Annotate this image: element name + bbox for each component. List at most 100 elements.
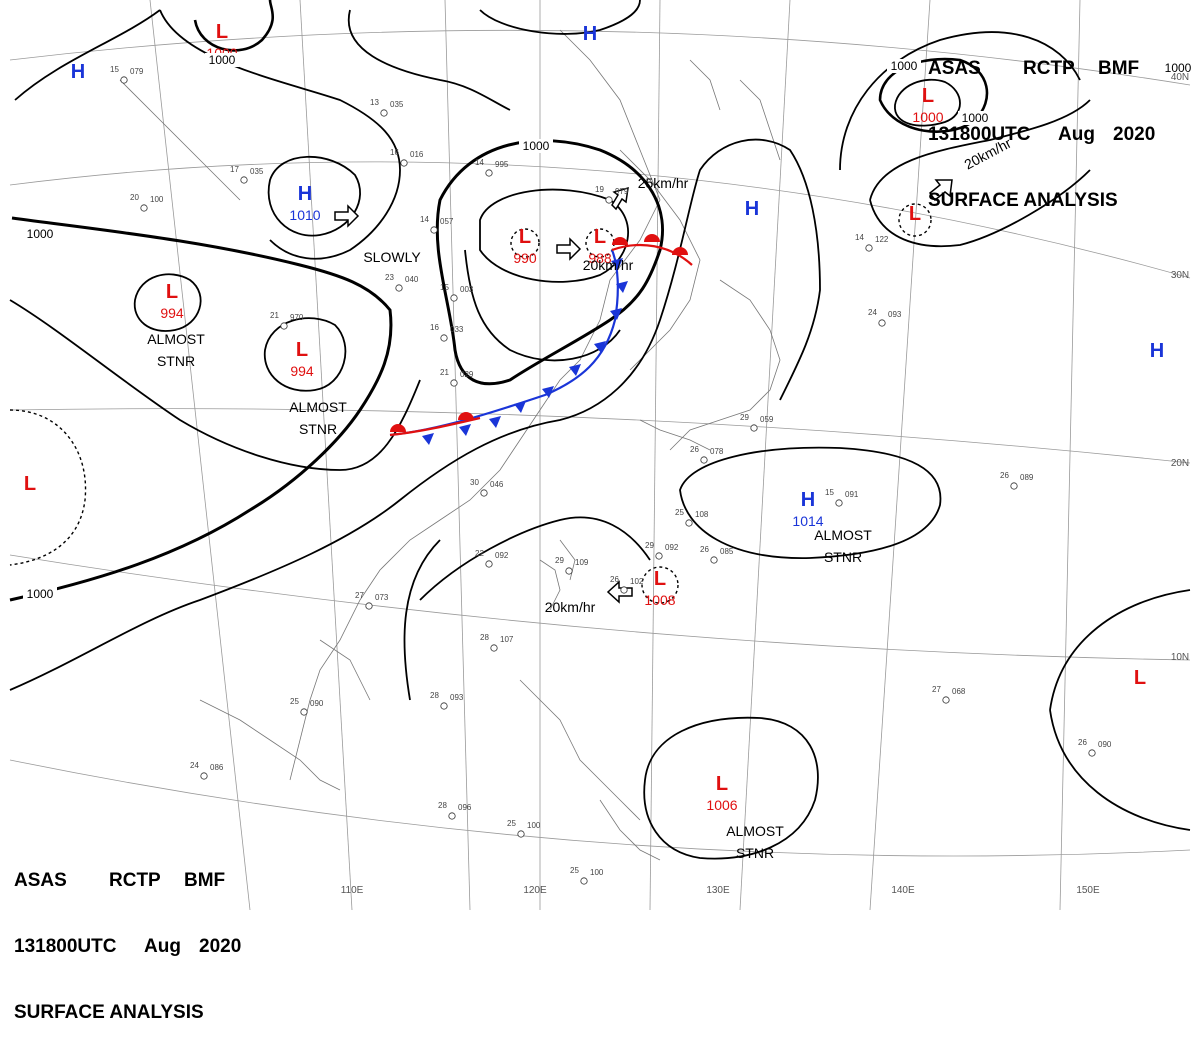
station-temperature: 29: [555, 556, 564, 565]
station-circle-icon: [140, 204, 148, 212]
low-pressure-marker: L: [594, 226, 606, 248]
longitude-label: 110E: [341, 885, 364, 896]
station-pressure: 090: [1098, 740, 1112, 749]
low-pressure-marker: L: [654, 568, 666, 590]
longitude-label: 130E: [706, 885, 730, 896]
station-circle-icon: [685, 519, 693, 527]
motion-arrow-right-icon: [334, 204, 360, 228]
low-pressure-marker: L: [1134, 667, 1146, 689]
header-bottom-line1-b: RCTP: [109, 870, 161, 891]
low-pressure-marker: L: [296, 339, 308, 361]
cold-front-triangle: [594, 341, 606, 353]
map-annotation: STNR: [824, 549, 862, 565]
station-circle-icon: [517, 830, 525, 838]
high-pressure-marker: H: [298, 183, 312, 205]
station-temperature: 30: [470, 478, 479, 487]
latitude-label: 20N: [1171, 458, 1189, 469]
cold-front-triangle: [422, 433, 434, 445]
motion-arrow-left-icon: [606, 580, 633, 604]
station-temperature: 20: [130, 193, 139, 202]
isobar-label-bg: [205, 53, 239, 67]
station-temperature: 14: [855, 233, 864, 242]
station-temperature: 22: [475, 549, 484, 558]
station-temperature: 21: [270, 311, 279, 320]
station-temperature: 27: [355, 591, 364, 600]
station-pressure: 057: [440, 217, 454, 226]
warm-front-semicircle: [644, 234, 660, 242]
station-pressure: 100: [150, 195, 164, 204]
station-pressure: 035: [250, 167, 264, 176]
cold-front-triangle: [514, 401, 526, 413]
station-temperature: 29: [740, 413, 749, 422]
front-symbols: [390, 234, 688, 445]
motion-arrows: [334, 179, 953, 604]
station-temperature: 29: [645, 541, 654, 550]
station-circle-icon: [942, 696, 950, 704]
station-temperature: 24: [868, 308, 877, 317]
station-pressure: 108: [695, 510, 709, 519]
station-pressure: 089: [1020, 473, 1034, 482]
isobar-label: 1000: [1165, 61, 1192, 75]
station-pressure: 096: [458, 803, 472, 812]
low-pressure-marker: L: [909, 203, 921, 225]
station-pressure: 979: [615, 187, 629, 196]
station-circle-icon: [120, 76, 128, 84]
warm-front-semicircle: [672, 247, 688, 255]
station-pressure: 092: [495, 551, 509, 560]
center-pressure-value: 994: [160, 305, 184, 321]
station-circle-icon: [865, 244, 873, 252]
station-pressure: 102: [630, 577, 644, 586]
center-pressure-value: 1014: [792, 513, 823, 529]
station-circle-icon: [485, 560, 493, 568]
station-circle-icon: [450, 379, 458, 387]
map-annotation: 20km/hr: [583, 257, 634, 273]
warm-front-semicircle: [390, 424, 406, 432]
isobar-label: 1000: [27, 587, 54, 601]
station-temperature: 26: [610, 575, 619, 584]
station-pressure: 093: [450, 693, 464, 702]
cold-front-triangle: [489, 416, 501, 428]
station-circle-icon: [700, 456, 708, 464]
station-circle-icon: [565, 567, 573, 575]
map-annotation: STNR: [157, 353, 195, 369]
center-pressure-value: 994: [290, 363, 314, 379]
station-circle-icon: [835, 499, 843, 507]
map-annotation: ALMOST: [726, 823, 784, 839]
map-annotation: ALMOST: [147, 331, 205, 347]
header-top: ASAS RCTP BMF 131800UTC Aug 2020 SURFACE ANA…: [928, 14, 1155, 234]
station-temperature: 25: [507, 819, 516, 828]
station-pressure: 092: [665, 543, 679, 552]
station-circle-icon: [430, 226, 438, 234]
station-temperature: 14: [420, 215, 429, 224]
station-pressure: 995: [495, 160, 509, 169]
station-circle-icon: [280, 322, 288, 330]
map-annotation: SLOWLY: [363, 249, 421, 265]
low-pressure-marker: L: [216, 21, 228, 43]
header-top-line1-b: RCTP: [1023, 58, 1075, 79]
header-top-line2-a: 131800UTC: [928, 124, 1031, 145]
latitude-label: 30N: [1171, 270, 1189, 281]
station-temperature: 26: [1000, 471, 1009, 480]
center-pressure-value: 1000: [912, 109, 943, 125]
station-temperature: 16: [390, 148, 399, 157]
station-circle-icon: [655, 552, 663, 560]
low-pressure-marker: L: [716, 773, 728, 795]
low-pressure-marker: L: [519, 226, 531, 248]
map-annotation: 20km/hr: [545, 599, 596, 615]
station-temperature: 24: [190, 761, 199, 770]
station-temperature: 17: [230, 165, 239, 174]
center-pressure-value: 1008: [644, 592, 675, 608]
isobar-label-bg: [23, 227, 57, 241]
station-circle-icon: [1088, 749, 1096, 757]
station-pressure: 100: [527, 821, 541, 830]
station-temperature: 15: [440, 283, 449, 292]
station-pressure: 003: [460, 285, 474, 294]
station-pressure: 040: [405, 275, 419, 284]
station-markers: 15 079 13 035 16 016 17 035 20 100 14 995 19 979 15 003…: [110, 65, 1112, 885]
station-circle-icon: [710, 556, 718, 564]
header-top-line2-c: 2020: [1113, 124, 1156, 145]
high-pressure-marker: H: [1150, 340, 1164, 362]
map-annotation: ALMOST: [814, 527, 872, 543]
header-top-line1-a: ASAS: [928, 58, 981, 79]
station-circle-icon: [440, 334, 448, 342]
